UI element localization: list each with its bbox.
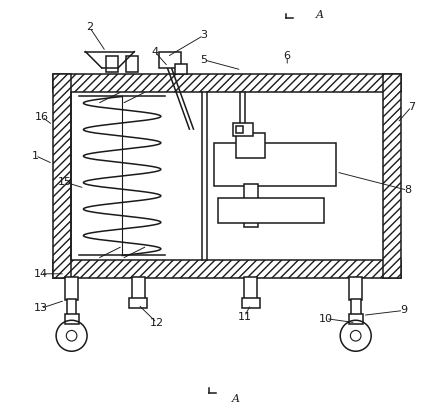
Bar	[53, 260, 401, 278]
Bar	[218, 198, 324, 223]
Bar	[349, 314, 363, 324]
Bar	[106, 56, 118, 72]
Text: 1: 1	[32, 151, 39, 161]
Text: 16: 16	[35, 112, 49, 122]
Text: 14: 14	[34, 269, 48, 279]
Bar	[65, 276, 78, 300]
Bar	[233, 123, 253, 136]
Bar	[53, 74, 401, 92]
Text: 3: 3	[200, 30, 207, 40]
Text: 10: 10	[319, 314, 333, 324]
Text: 8: 8	[404, 185, 411, 195]
Bar	[67, 299, 76, 315]
Bar	[129, 298, 147, 308]
Text: 15: 15	[58, 177, 72, 187]
Text: 11: 11	[238, 312, 251, 321]
Bar	[383, 74, 401, 278]
Text: 4: 4	[151, 47, 159, 56]
Bar	[175, 64, 187, 74]
Bar	[131, 276, 145, 300]
Text: 12: 12	[150, 318, 164, 328]
Bar	[65, 314, 79, 324]
Bar	[351, 299, 361, 315]
Bar	[159, 52, 181, 68]
Text: 6: 6	[284, 51, 291, 61]
Bar	[244, 184, 258, 227]
Text: 13: 13	[34, 303, 48, 313]
Bar	[236, 126, 243, 133]
Bar	[126, 56, 139, 72]
Text: A: A	[316, 10, 324, 20]
Bar	[349, 276, 362, 300]
Text: 9: 9	[400, 306, 407, 315]
Bar	[214, 144, 336, 186]
Text: 7: 7	[408, 102, 415, 112]
Bar	[236, 133, 265, 157]
Text: 2: 2	[86, 22, 93, 32]
Text: 5: 5	[200, 55, 207, 65]
Bar	[242, 298, 260, 308]
Text: A: A	[232, 394, 240, 405]
Bar	[244, 276, 258, 300]
Bar	[53, 74, 71, 278]
